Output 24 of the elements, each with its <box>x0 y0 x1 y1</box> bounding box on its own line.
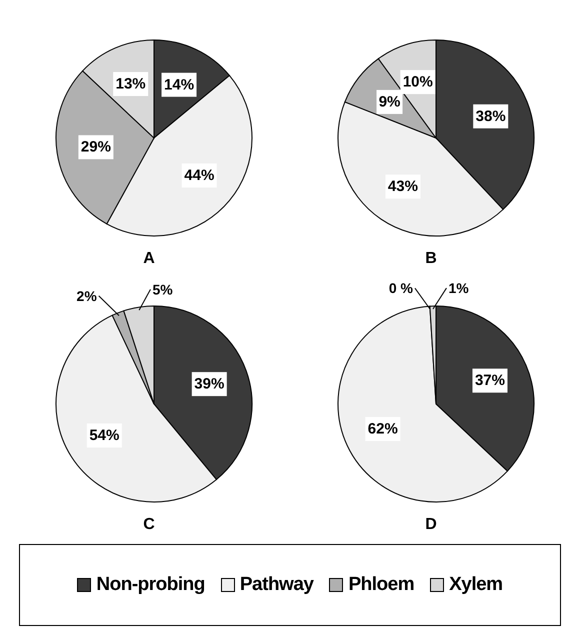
legend-label: Phloem <box>348 574 414 596</box>
legend-label: Pathway <box>240 574 314 596</box>
text: B <box>425 250 437 268</box>
text: 0 % <box>388 280 413 296</box>
text: A <box>143 250 155 268</box>
text: C <box>143 516 155 534</box>
data-label: 43% <box>388 178 418 196</box>
data-label: 2% <box>76 288 98 304</box>
data-label: 54% <box>89 427 120 444</box>
data-label: 5% <box>152 281 174 298</box>
legend-label: Non-probing <box>96 574 205 596</box>
data-label: 62% <box>368 420 398 438</box>
data-label: 10% <box>402 74 433 91</box>
data-label: 29% <box>80 138 111 156</box>
data-label: 38% <box>476 108 506 125</box>
data-label: 14% <box>164 76 194 94</box>
legend-label: Xylem <box>449 574 503 596</box>
data-label: 13% <box>116 76 146 93</box>
data-label: 39% <box>194 376 224 393</box>
data-label: 44% <box>184 166 214 184</box>
data-label: 37% <box>474 372 505 390</box>
data-label: 1% <box>448 280 470 296</box>
text: D <box>425 516 437 534</box>
data-label: 9% <box>378 93 400 110</box>
